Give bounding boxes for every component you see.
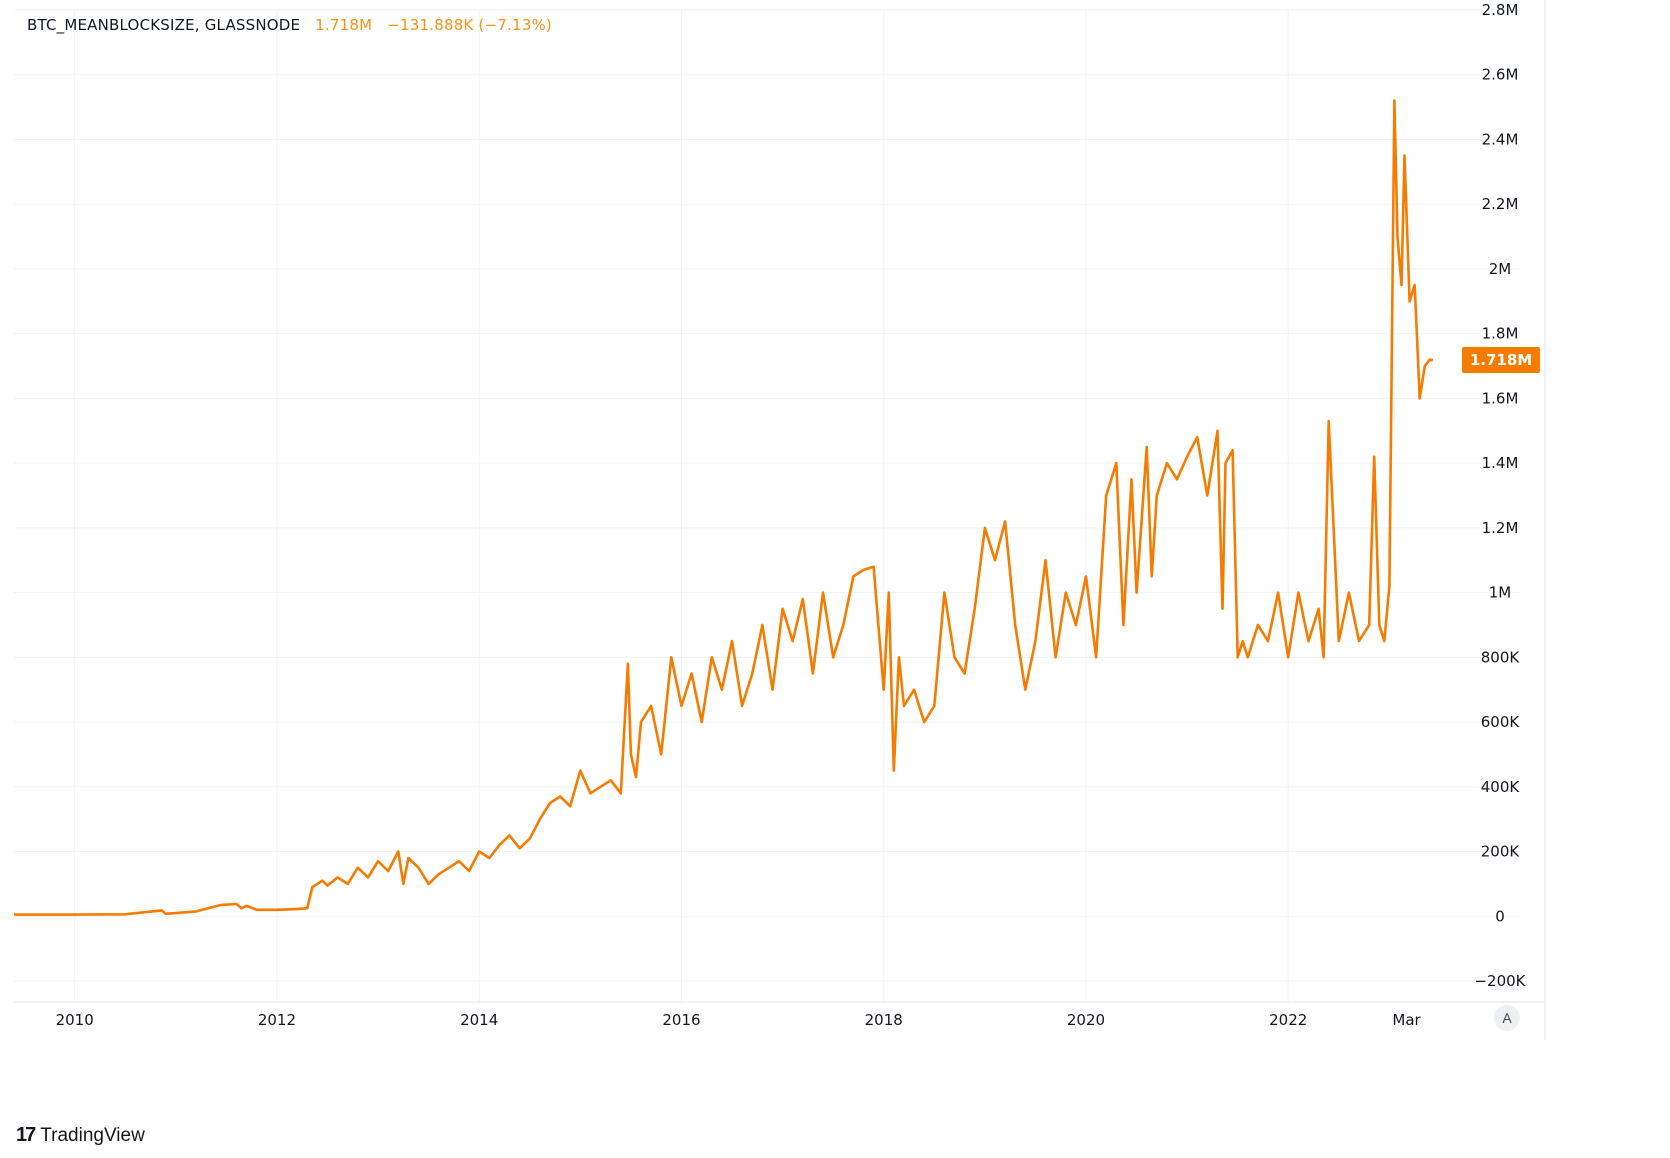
- y-tick-label: 2.8M: [1482, 1, 1519, 19]
- x-tick-label: 2020: [1067, 1011, 1105, 1029]
- series-line[interactable]: [14, 99, 1434, 916]
- y-axis[interactable]: −200K 0 200K 400K 600K 800K 1M 1.2M 1.4M 1.6M 1.8M…: [1474, 1, 1526, 990]
- tradingview-logo-icon: 17: [16, 1124, 36, 1146]
- y-tick-label: 2.4M: [1482, 130, 1519, 148]
- x-tick-label: 2018: [865, 1011, 903, 1029]
- auto-scale-button[interactable]: A: [1494, 1005, 1520, 1031]
- x-tick-label: 2022: [1269, 1011, 1307, 1029]
- y-tick-label: 1.6M: [1482, 389, 1519, 407]
- y-tick-label: 400K: [1481, 778, 1521, 796]
- y-tick-label: 2.2M: [1482, 195, 1519, 213]
- y-tick-label: 1M: [1489, 584, 1512, 602]
- x-tick-label: 2016: [662, 1011, 700, 1029]
- chart-legend: BTC_MEANBLOCKSIZE, GLASSNODE 1.718M −131…: [27, 16, 552, 34]
- y-tick-label: 800K: [1481, 648, 1521, 666]
- y-tick-label: 0: [1495, 907, 1505, 925]
- grid-lines: [14, 9, 1520, 1002]
- tradingview-brand[interactable]: 17 TradingView: [16, 1124, 145, 1147]
- brand-name: TradingView: [40, 1124, 145, 1146]
- legend-symbol[interactable]: BTC_MEANBLOCKSIZE, GLASSNODE: [27, 16, 301, 34]
- y-tick-label: 600K: [1481, 713, 1521, 731]
- y-tick-label: 1.8M: [1482, 325, 1519, 343]
- x-tick-label: 2014: [460, 1011, 498, 1029]
- x-axis[interactable]: 2010 2012 2014 2016 2018 2020 2022 Mar: [56, 1011, 1422, 1029]
- y-tick-label: 1.4M: [1482, 454, 1519, 472]
- y-tick-label: 2.6M: [1482, 66, 1519, 84]
- y-tick-label: 1.2M: [1482, 519, 1519, 537]
- y-tick-label: −200K: [1474, 972, 1526, 990]
- x-tick-label: Mar: [1392, 1011, 1421, 1029]
- legend-change: −131.888K (−7.13%): [387, 16, 552, 34]
- legend-value: 1.718M: [315, 16, 373, 34]
- x-tick-label: 2010: [56, 1011, 94, 1029]
- y-tick-label: 200K: [1481, 843, 1521, 861]
- y-tick-label: 2M: [1489, 260, 1512, 278]
- series-layer: [14, 99, 1434, 916]
- last-price-badge: 1.718M: [1462, 347, 1540, 374]
- x-tick-label: 2012: [258, 1011, 296, 1029]
